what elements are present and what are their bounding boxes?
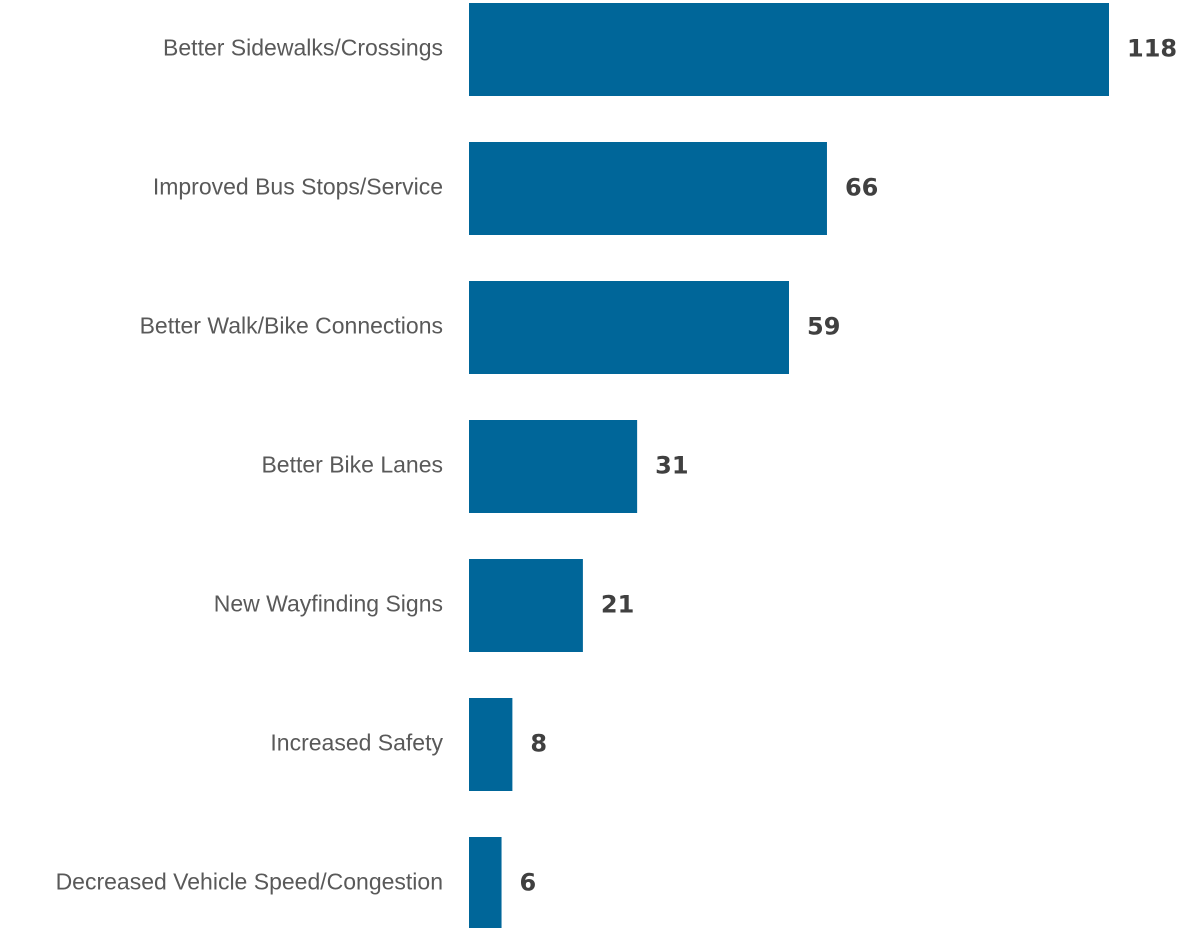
bar (469, 837, 502, 928)
bar (469, 142, 827, 235)
bar (469, 281, 789, 374)
bar (469, 3, 1109, 96)
value-label: 6 (520, 869, 537, 897)
category-label: Increased Safety (270, 730, 443, 756)
value-label: 66 (845, 174, 878, 202)
value-labels-group: 118 66 59 31 21 8 6 (520, 35, 1178, 897)
category-label: Improved Bus Stops/Service (153, 174, 443, 200)
bars-group (469, 3, 1109, 928)
value-label: 8 (530, 730, 547, 758)
category-label: Better Walk/Bike Connections (140, 313, 443, 339)
category-label: Decreased Vehicle Speed/Congestion (56, 869, 443, 895)
category-label: Better Sidewalks/Crossings (163, 35, 443, 61)
bar (469, 559, 583, 652)
category-label: Better Bike Lanes (261, 452, 443, 478)
category-labels-group: Better Sidewalks/Crossings Improved Bus S… (56, 35, 444, 895)
value-label: 31 (655, 452, 688, 480)
bar (469, 420, 638, 513)
value-label: 59 (807, 313, 840, 341)
value-label: 118 (1127, 35, 1177, 63)
category-label: New Wayfinding Signs (214, 591, 443, 617)
bar (469, 698, 513, 791)
value-label: 21 (601, 591, 634, 619)
